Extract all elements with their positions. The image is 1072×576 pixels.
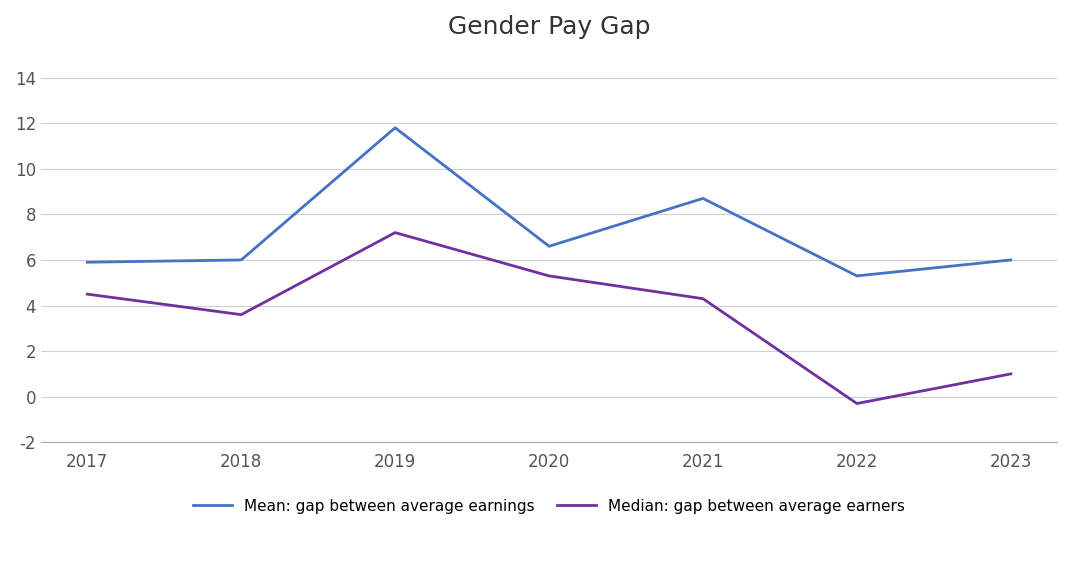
Median: gap between average earners: (2.02e+03, 5.3): gap between average earners: (2.02e+03, … [542, 272, 555, 279]
Mean: gap between average earnings: (2.02e+03, 6.6): gap between average earnings: (2.02e+03,… [542, 243, 555, 250]
Median: gap between average earners: (2.02e+03, 7.2): gap between average earners: (2.02e+03, … [389, 229, 402, 236]
Mean: gap between average earnings: (2.02e+03, 11.8): gap between average earnings: (2.02e+03,… [389, 124, 402, 131]
Median: gap between average earners: (2.02e+03, 1): gap between average earners: (2.02e+03, … [1004, 370, 1017, 377]
Line: Median: gap between average earners: Median: gap between average earners [87, 233, 1011, 404]
Line: Mean: gap between average earnings: Mean: gap between average earnings [87, 128, 1011, 276]
Legend: Mean: gap between average earnings, Median: gap between average earners: Mean: gap between average earnings, Medi… [188, 492, 911, 520]
Median: gap between average earners: (2.02e+03, 4.5): gap between average earners: (2.02e+03, … [80, 291, 93, 298]
Mean: gap between average earnings: (2.02e+03, 5.3): gap between average earnings: (2.02e+03,… [850, 272, 863, 279]
Title: Gender Pay Gap: Gender Pay Gap [448, 15, 651, 39]
Mean: gap between average earnings: (2.02e+03, 8.7): gap between average earnings: (2.02e+03,… [697, 195, 710, 202]
Median: gap between average earners: (2.02e+03, 4.3): gap between average earners: (2.02e+03, … [697, 295, 710, 302]
Median: gap between average earners: (2.02e+03, 3.6): gap between average earners: (2.02e+03, … [235, 311, 248, 318]
Mean: gap between average earnings: (2.02e+03, 6): gap between average earnings: (2.02e+03,… [1004, 256, 1017, 263]
Mean: gap between average earnings: (2.02e+03, 5.9): gap between average earnings: (2.02e+03,… [80, 259, 93, 266]
Mean: gap between average earnings: (2.02e+03, 6): gap between average earnings: (2.02e+03,… [235, 256, 248, 263]
Median: gap between average earners: (2.02e+03, -0.3): gap between average earners: (2.02e+03, … [850, 400, 863, 407]
